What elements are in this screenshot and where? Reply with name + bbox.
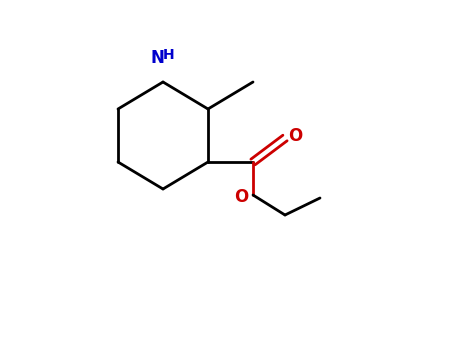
Text: H: H [163,48,175,62]
Text: O: O [288,127,302,145]
Text: N: N [150,49,164,67]
Text: O: O [234,188,248,206]
